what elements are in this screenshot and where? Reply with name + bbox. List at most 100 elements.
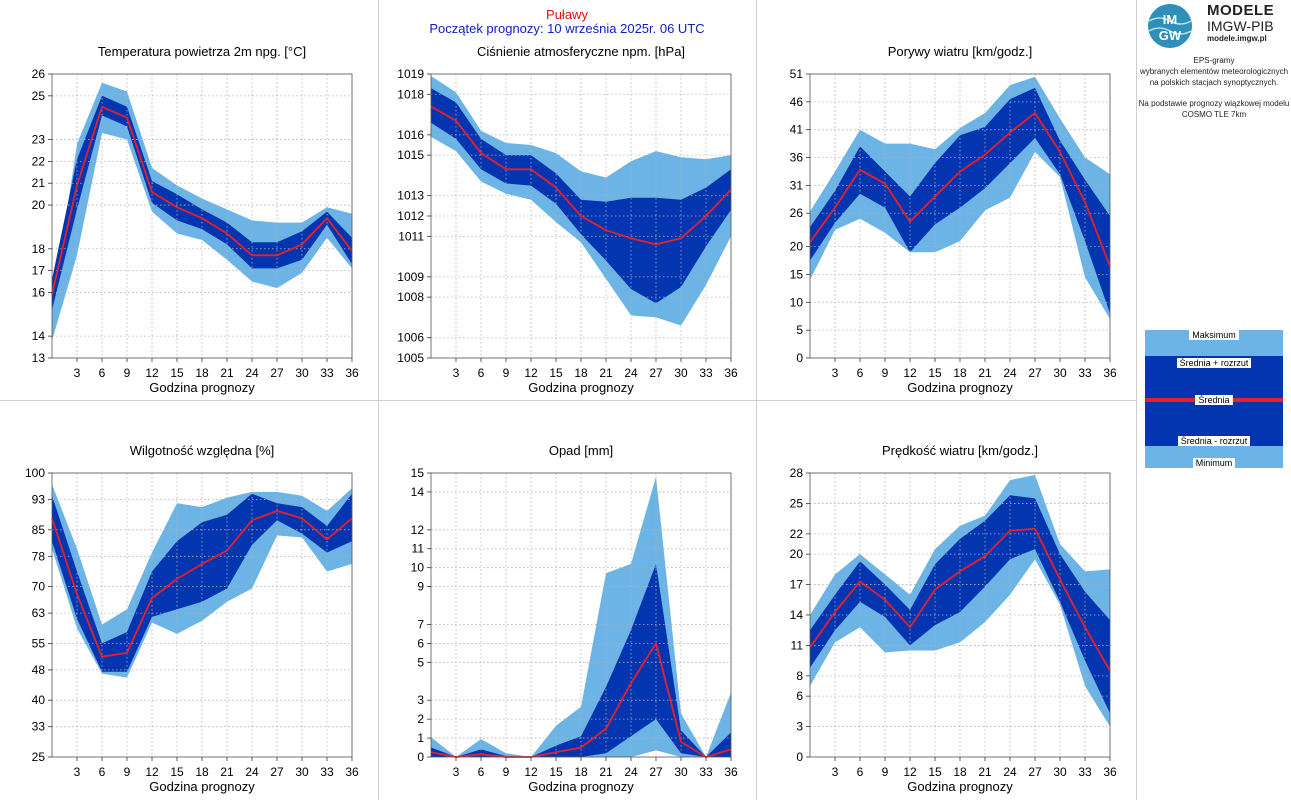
x-tick-label: 6 [857,366,864,380]
y-tick-label: 26 [32,67,46,81]
x-tick-label: 33 [1078,366,1092,380]
x-tick-label: 21 [220,765,234,779]
y-tick-label: 18 [32,242,46,256]
y-tick-label: 0 [417,750,424,764]
station-name: Puławy [546,7,588,22]
svg-text:GW: GW [1159,28,1182,43]
y-tick-label: 46 [790,95,804,109]
y-tick-label: 1008 [397,290,424,304]
x-tick-label: 36 [724,366,738,380]
x-tick-label: 9 [124,366,131,380]
x-tick-label: 30 [1053,366,1067,380]
y-tick-label: 0 [796,351,803,365]
x-tick-label: 24 [624,366,638,380]
y-tick-label: 14 [32,329,46,343]
model-line: COSMO TLE 7km [1181,110,1247,119]
mean-line [809,112,1111,267]
y-tick-label: 40 [32,693,46,707]
x-tick-label: 36 [1103,366,1117,380]
y-tick-label: 93 [32,493,46,507]
logo-title: MODELE [1207,2,1275,19]
sidebar: IM GW MODELE IMGW-PIB modele.imgw.pl EPS… [1137,0,1291,800]
y-tick-label: 85 [32,523,46,537]
x-tick-label: 27 [1028,765,1042,779]
spread-band [431,563,731,757]
x-tick-label: 18 [953,366,967,380]
x-tick-label: 15 [170,765,184,779]
y-tick-label: 10 [790,295,804,309]
y-tick-label: 1013 [397,189,424,203]
y-tick-label: 1019 [397,67,424,81]
chart-title: Ciśnienie atmosferyczne npm. [hPa] [477,44,685,59]
y-tick-label: 28 [790,466,804,480]
x-tick-label: 30 [674,366,688,380]
x-tick-label: 27 [1028,366,1042,380]
spread-band [52,95,352,310]
forecast-start: Początek prognozy: 10 września 2025r. 06… [429,21,705,36]
x-tick-label: 15 [170,366,184,380]
x-tick-label: 21 [978,366,992,380]
x-tick-label: 24 [245,366,259,380]
x-tick-label: 27 [649,765,663,779]
y-tick-label: 15 [411,466,425,480]
y-tick-label: 16 [32,285,46,299]
x-tick-label: 30 [1053,765,1067,779]
imgw-logo[interactable]: IM GW MODELE IMGW-PIB modele.imgw.pl [1147,3,1287,49]
spread-band [431,88,731,304]
y-tick-label: 1011 [398,229,424,243]
x-axis-label: Godzina prognozy [149,380,255,395]
description-line: EPS-gramy [1193,56,1235,65]
x-tick-label: 21 [599,366,613,380]
spread-band [810,495,1110,714]
pressure-chart: 1005 1006 1008 1009 1011 1012 1013 1015 1016 1018… [397,44,738,395]
y-tick-label: 63 [32,606,46,620]
x-tick-label: 30 [295,366,309,380]
y-tick-label: 0 [796,750,803,764]
mean-line [51,510,353,658]
y-tick-label: 3 [796,720,803,734]
x-tick-label: 3 [832,765,839,779]
y-tick-label: 78 [32,549,46,563]
y-tick-label: 100 [25,466,45,480]
x-tick-label: 18 [195,366,209,380]
y-tick-label: 11 [412,542,425,556]
x-tick-label: 24 [245,765,259,779]
x-tick-label: 30 [674,765,688,779]
x-axis-label: Godzina prognozy [907,779,1013,794]
y-tick-label: 55 [32,636,46,650]
y-tick-label: 3 [417,693,424,707]
x-tick-label: 12 [145,765,159,779]
chart-title: Temperatura powietrza 2m npg. [°C] [98,44,306,59]
y-tick-label: 11 [791,638,804,652]
y-tick-label: 1006 [397,331,424,345]
description-line: na polskich stacjach synoptycznych. [1149,78,1279,87]
y-tick-label: 17 [790,578,804,592]
legend-mean-plus: Średnia + rozrzut [1176,358,1252,368]
y-tick-label: 25 [790,496,804,510]
mean-line [51,105,353,295]
y-tick-label: 26 [790,206,804,220]
x-tick-label: 6 [99,765,106,779]
y-tick-label: 51 [790,67,804,81]
y-tick-label: 14 [411,485,425,499]
x-tick-label: 33 [320,765,334,779]
y-tick-label: 9 [417,580,424,594]
x-tick-label: 30 [295,765,309,779]
x-tick-label: 21 [599,765,613,779]
mean-line [809,527,1111,672]
x-tick-label: 24 [1003,366,1017,380]
x-tick-label: 3 [453,366,460,380]
x-axis-label: Godzina prognozy [149,779,255,794]
x-tick-label: 18 [195,765,209,779]
band-legend: Maksimum Średnia + rozrzut Średnia Średn… [1145,330,1283,468]
y-tick-label: 6 [796,689,803,703]
y-tick-label: 22 [32,154,46,168]
legend-mean-minus: Średnia - rozrzut [1177,436,1251,446]
x-tick-label: 36 [724,765,738,779]
legend-minimum: Minimum [1192,458,1236,468]
y-tick-label: 1015 [397,148,424,162]
y-tick-label: 70 [32,580,46,594]
